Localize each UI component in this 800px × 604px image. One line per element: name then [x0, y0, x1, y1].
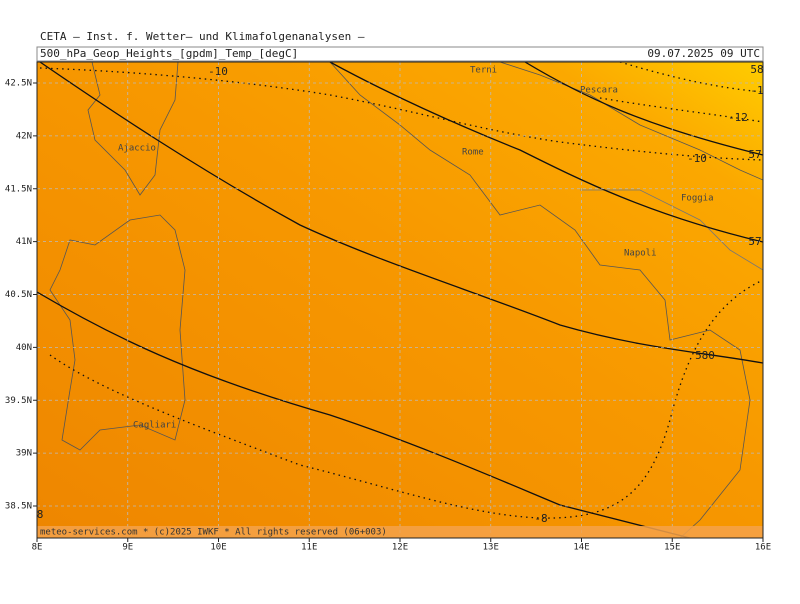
grid	[37, 62, 763, 538]
lon-tick-label: 8E	[32, 543, 43, 553]
lat-tick-label: 38.5N	[5, 502, 32, 512]
lon-tick-label: 11E	[301, 543, 317, 553]
source-header: CETA — Inst. f. Wetter— und Klimafolgena…	[40, 30, 365, 43]
italy-east-coast	[499, 62, 763, 181]
corsica-coast	[87, 62, 179, 196]
contour-label: -10	[208, 65, 228, 78]
place-label: Napoli	[624, 249, 657, 259]
map-labels: Terni Pescara Rome Ajaccio Foggia Napoli Cagli…	[37, 63, 763, 525]
lon-tick-label: 10E	[210, 543, 226, 553]
place-label: Rome	[462, 148, 484, 158]
height-contour	[329, 62, 763, 243]
lat-tick-label: 40.5N	[5, 290, 32, 300]
lon-tick-label: 15E	[664, 543, 680, 553]
temperature-contour	[39, 67, 763, 161]
height-contour	[37, 291, 691, 538]
map-area: Terni Pescara Rome Ajaccio Foggia Napoli Cagli…	[37, 62, 763, 538]
place-label: Cagliari	[133, 421, 176, 431]
italy-west-coast	[329, 62, 751, 538]
lon-tick-label: 16E	[755, 543, 771, 553]
contour-label: 580	[695, 349, 715, 362]
contour-label: -8	[534, 512, 547, 525]
lat-tick-label: 39.5N	[5, 396, 32, 406]
contour-label: 57	[748, 148, 761, 161]
lon-tick-label: 13E	[483, 543, 499, 553]
lat-tick-label: 42.5N	[5, 79, 32, 89]
lat-tick-label: 40N	[16, 343, 32, 353]
lon-tick-label: 9E	[122, 543, 133, 553]
contour-label: -10	[687, 152, 707, 165]
height-contours	[37, 62, 763, 538]
axes: 42.5N 42N 41.5N 41N 40.5N 40N 39.5N 39N 38.5N 8E 9…	[5, 79, 771, 553]
contour-label: 58	[750, 63, 763, 76]
height-contour	[524, 62, 763, 156]
lon-tick-label: 14E	[573, 543, 589, 553]
region-border	[580, 189, 763, 271]
temperature-contour	[599, 97, 763, 123]
contour-label: 8	[37, 508, 44, 521]
contour-label: -1	[750, 84, 763, 97]
lat-tick-label: 42N	[16, 131, 32, 141]
place-label: Pescara	[580, 86, 618, 96]
contour-label: 57	[748, 235, 761, 248]
place-label: Ajaccio	[118, 144, 156, 154]
map-title: 500_hPa_Geop_Heights_[gpdm]_Temp_[degC]	[40, 47, 298, 60]
place-label: Terni	[470, 66, 497, 76]
place-label: Foggia	[681, 194, 714, 204]
title-bar	[36, 46, 764, 62]
lat-tick-label: 41.5N	[5, 184, 32, 194]
footer-band	[37, 526, 763, 538]
contour-label: -12	[728, 111, 748, 124]
lat-tick-label: 39N	[16, 449, 32, 459]
height-contour	[39, 62, 763, 364]
sardinia-coast	[49, 214, 186, 451]
copyright-footer: meteo-services.com * (c)2025 IWKF * All …	[40, 528, 387, 538]
coastlines	[49, 62, 763, 538]
valid-time: 09.07.2025 09 UTC	[647, 47, 760, 60]
temperature-contours	[39, 62, 763, 519]
lon-tick-label: 12E	[392, 543, 408, 553]
lat-tick-label: 41N	[16, 237, 32, 247]
